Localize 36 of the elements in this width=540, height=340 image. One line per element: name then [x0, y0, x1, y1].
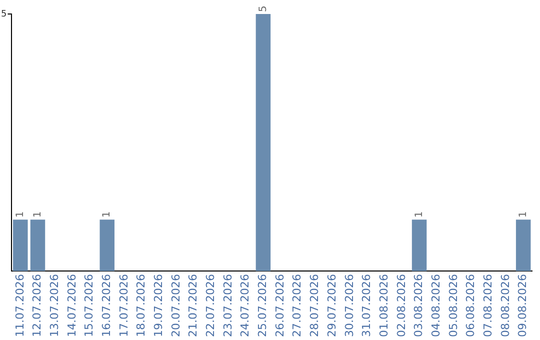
x-tick-label: 28.07.2026 [308, 274, 322, 338]
x-tick-label: 03.08.2026 [412, 274, 426, 338]
x-tick-label: 09.08.2026 [516, 274, 530, 338]
x-tick-label: 25.07.2026 [256, 274, 270, 338]
x-tick-label: 20.07.2026 [169, 274, 182, 338]
x-tick-label: 30.07.2026 [342, 274, 356, 338]
x-tick-label: 13.07.2026 [48, 274, 61, 338]
x-tick-label: 11.07.2026 [13, 274, 26, 338]
data-label: 1 [102, 211, 113, 218]
x-tick-label: 18.07.2026 [134, 274, 148, 338]
x-tick-label: 12.07.2026 [30, 274, 44, 338]
x-tick-label: 27.07.2026 [290, 274, 304, 338]
data-label: 1 [518, 211, 529, 218]
x-tick-label: 19.07.2026 [152, 274, 165, 338]
x-tick-label: 26.07.2026 [273, 274, 286, 338]
data-label: 1 [32, 211, 44, 218]
x-tick-label: 24.07.2026 [238, 274, 252, 338]
x-tick-label: 21.07.2026 [186, 274, 200, 338]
x-tick-label: 15.07.2026 [82, 274, 96, 338]
x-tick-label: 05.08.2026 [446, 274, 460, 338]
x-tick-label: 17.07.2026 [117, 274, 130, 338]
x-tick-label: 06.08.2026 [464, 274, 478, 338]
x-tick-label: 31.07.2026 [360, 274, 374, 338]
x-tick-label: 08.08.2026 [498, 274, 512, 338]
x-tick-label: 16.07.2026 [100, 274, 113, 338]
x-tick-label: 04.08.2026 [429, 274, 442, 338]
x-tick-label: 07.08.2026 [482, 274, 495, 338]
data-label: 5 [258, 6, 269, 12]
x-tick-label: 23.07.2026 [221, 274, 234, 338]
x-tick-label: 02.08.2026 [394, 274, 408, 338]
data-label: 1 [414, 211, 425, 218]
x-tick-label: 01.08.2026 [377, 274, 390, 338]
x-tick-label: 29.07.2026 [325, 274, 338, 338]
x-tick-label: 22.07.2026 [204, 274, 218, 338]
x-tick-label: 14.07.2026 [65, 274, 78, 338]
data-label: 1 [14, 211, 26, 218]
